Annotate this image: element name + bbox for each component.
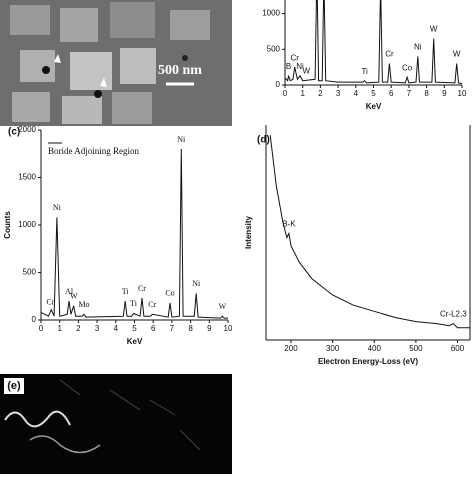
peak-label: B-K — [282, 220, 296, 229]
x-tick-label: 200 — [284, 344, 298, 353]
x-tick-label: 4 — [114, 324, 119, 333]
x-tick-label: 3 — [336, 89, 341, 98]
peak-label: W — [430, 25, 438, 34]
peak-label: Ni — [177, 135, 186, 144]
y-tick-label: 0 — [32, 315, 37, 324]
x-tick-label: 3 — [95, 324, 100, 333]
micrograph-a: 500 nm — [0, 0, 232, 126]
peak-label: Ni — [296, 62, 304, 71]
y-tick-label: 0 — [276, 80, 281, 89]
panel-label: (e) — [7, 380, 21, 392]
x-tick-label: 0 — [283, 89, 288, 98]
x-tick-label: 5 — [132, 324, 137, 333]
y-axis-label: Counts — [3, 211, 12, 239]
y-axis-label: Intensity — [244, 216, 253, 249]
peak-label: Cr — [385, 50, 394, 59]
x-tick-label: 1 — [300, 89, 305, 98]
x-axis-label: Electron Energy-Loss (eV) — [318, 357, 418, 366]
x-tick-label: 7 — [170, 324, 175, 333]
x-tick-label: 600 — [451, 344, 465, 353]
peak-label: Ti — [130, 299, 138, 308]
x-tick-label: 5 — [371, 89, 376, 98]
x-axis-label: KeV — [366, 102, 382, 111]
y-tick-label: 500 — [267, 44, 281, 53]
scale-bar-label: 500 nm — [158, 63, 202, 78]
panel-label: (d) — [257, 135, 270, 146]
x-tick-label: 500 — [409, 344, 423, 353]
legend-label: Boride Adjoining Region — [48, 146, 139, 156]
x-axis-label: KeV — [127, 337, 143, 346]
y-tick-label: 500 — [23, 268, 37, 277]
y-tick-label: 1000 — [262, 9, 280, 18]
x-tick-label: 7 — [407, 89, 412, 98]
peak-label: Mo — [78, 300, 89, 309]
x-tick-label: 400 — [368, 344, 382, 353]
peak-label: Cr-L2,3 — [440, 310, 467, 319]
peak-label: W — [302, 66, 310, 75]
y-tick-label: 1500 — [18, 173, 36, 182]
spectrum-line — [284, 0, 463, 85]
peak-label: Ni — [192, 279, 201, 288]
peak-label: Ni — [414, 43, 422, 52]
peak-label: Cr — [148, 300, 156, 309]
spectrum-line — [41, 148, 228, 319]
peak-label: Co — [402, 63, 413, 72]
x-tick-label: 10 — [224, 324, 233, 333]
x-tick-label: 1 — [57, 324, 62, 333]
panel-label: (c) — [8, 127, 20, 138]
x-tick-label: 8 — [188, 324, 193, 333]
peak-label: W — [453, 50, 461, 59]
peak-label: B — [286, 62, 291, 71]
micrograph-e: (e) — [0, 374, 232, 474]
peak-label: Cr — [138, 284, 146, 293]
peak-label: Ti — [361, 67, 368, 76]
peak-label: Ti — [122, 287, 130, 296]
x-tick-label: 8 — [424, 89, 429, 98]
peak-label: Co — [165, 289, 174, 298]
peak-label: W — [219, 302, 227, 311]
peak-label: Cr — [46, 298, 54, 307]
x-tick-label: 6 — [389, 89, 394, 98]
x-tick-label: 4 — [354, 89, 359, 98]
y-tick-label: 2000 — [18, 125, 36, 134]
peak-label: W — [70, 292, 78, 301]
y-tick-label: 1000 — [18, 220, 36, 229]
x-tick-label: 6 — [151, 324, 156, 333]
peak-label: Al — [65, 287, 74, 296]
peak-label: Cr — [291, 53, 300, 62]
x-tick-label: 2 — [76, 324, 81, 333]
spectrum-line — [269, 135, 470, 329]
x-tick-label: 9 — [207, 324, 212, 333]
peak-label: Ni — [53, 203, 62, 212]
x-tick-label: 2 — [318, 89, 323, 98]
x-tick-label: 10 — [458, 89, 467, 98]
x-tick-label: 300 — [326, 344, 340, 353]
x-tick-label: 0 — [39, 324, 44, 333]
x-tick-label: 9 — [442, 89, 447, 98]
